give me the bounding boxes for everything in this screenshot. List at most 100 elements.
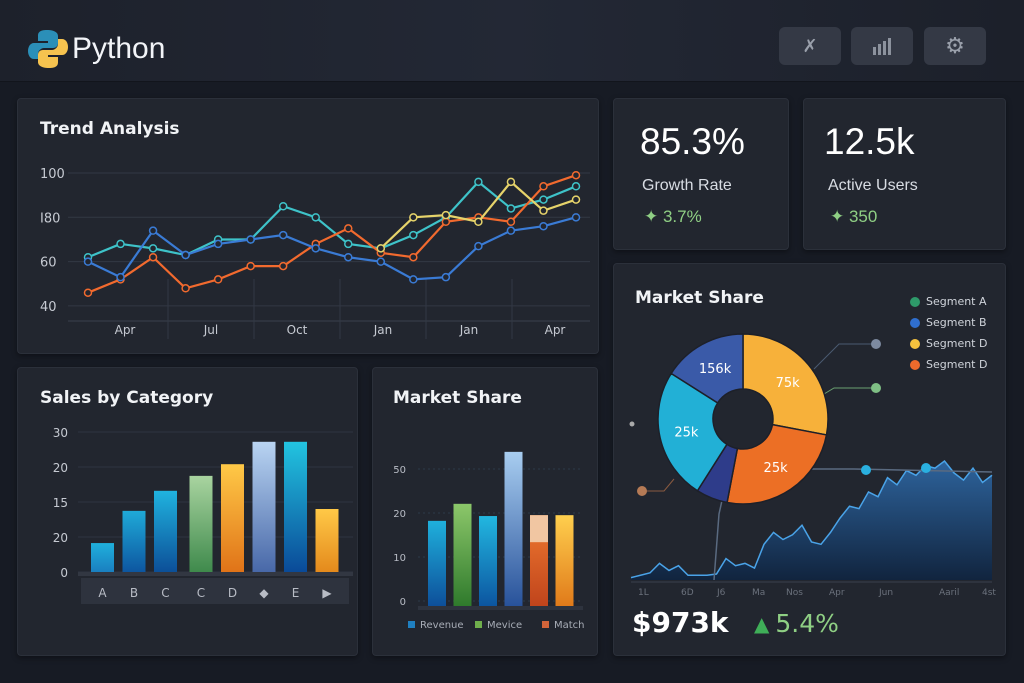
panel-title: Market Share xyxy=(393,388,522,408)
x-axis xyxy=(78,572,353,576)
app-header: Python ✗ ⚙ xyxy=(0,0,1024,82)
active-users-delta: 350 xyxy=(848,207,878,226)
bar xyxy=(428,520,446,606)
bar-chart-icon xyxy=(873,38,891,55)
data-point xyxy=(278,230,288,240)
x-tick-label: Jan xyxy=(373,323,393,337)
data-point xyxy=(278,202,288,211)
python-logo: Python xyxy=(26,27,165,71)
legend-dot xyxy=(910,296,920,307)
growth-rate-value: 85.3% xyxy=(640,121,745,162)
data-point xyxy=(148,252,158,262)
area-fill xyxy=(631,461,992,580)
bar xyxy=(122,510,146,572)
connector-line xyxy=(813,343,876,370)
growth-rate-delta: 3.7% xyxy=(662,207,702,226)
data-point xyxy=(474,241,483,251)
legend-label: Segment D xyxy=(926,358,988,371)
data-point xyxy=(278,261,288,271)
data-point xyxy=(376,257,386,266)
connector-line xyxy=(823,387,876,395)
legend-item: Segment B xyxy=(910,316,987,329)
y-tick-label: 20 xyxy=(393,509,406,520)
x-axis xyxy=(418,606,583,610)
active-users-card: 12.5k Active Users ✦ 350 xyxy=(803,98,1006,250)
bar-top-segment xyxy=(530,515,548,543)
highlight-point xyxy=(861,465,871,475)
data-point xyxy=(83,288,93,297)
series-line-teal xyxy=(87,180,577,259)
tools-button[interactable]: ✗ xyxy=(779,27,841,65)
y-tick-label: 60 xyxy=(40,256,57,271)
triangle-up-icon: ▲ xyxy=(754,612,770,636)
market-share-panel: Market Share Segment A Segment B Segment D… xyxy=(613,263,1006,656)
data-point xyxy=(311,213,320,222)
settings-button[interactable]: ⚙ xyxy=(924,27,986,65)
legend-label: Segment D xyxy=(926,337,988,350)
data-point xyxy=(148,244,158,253)
bar xyxy=(91,543,114,572)
data-point xyxy=(506,177,516,187)
data-point xyxy=(213,239,223,249)
data-point xyxy=(539,182,548,191)
data-point xyxy=(344,239,353,249)
bar xyxy=(252,441,276,572)
data-point xyxy=(571,170,581,180)
x-tick-label: J6 xyxy=(716,588,726,598)
y-tick-label: 20 xyxy=(53,461,68,475)
donut-slice xyxy=(726,423,828,505)
panel-title: Trend Analysis xyxy=(40,119,180,139)
bar-chart-button[interactable] xyxy=(851,27,913,65)
y-tick-label: 50 xyxy=(393,465,406,476)
market-share-bar-chart: 0 10 20 50 Revenue Mevice Match xyxy=(393,451,585,631)
legend-item: Segment A xyxy=(910,295,987,308)
legend-swatch xyxy=(542,621,549,628)
connector-dot xyxy=(871,339,881,349)
x-tick-label: 4st xyxy=(982,588,996,598)
data-point xyxy=(116,272,125,282)
bar xyxy=(284,441,307,572)
bar xyxy=(221,464,244,572)
total-value: $973k xyxy=(632,606,729,639)
legend-item: Segment D xyxy=(910,358,987,371)
bar xyxy=(479,516,497,606)
data-point xyxy=(474,217,483,227)
data-point xyxy=(344,252,353,262)
y-tick-label: 10 xyxy=(393,553,406,564)
active-users-label: Active Users xyxy=(828,177,918,194)
market-share-donut-chart: 1L 6D J6 Ma Nos Apr Jun Aaril 4st 75k 25k 25k 156k xyxy=(629,333,996,598)
donut-slice xyxy=(657,372,728,492)
x-tick-label: Jan xyxy=(459,323,479,337)
y-tick-label: 0 xyxy=(400,597,406,608)
connector-dot xyxy=(637,486,647,496)
legend-label: Segment A xyxy=(926,295,987,308)
data-point xyxy=(344,224,353,233)
category-label: B xyxy=(130,586,138,600)
y-tick-label: 100 xyxy=(40,167,65,182)
series-line-orange xyxy=(87,174,577,294)
legend-dot xyxy=(910,317,920,328)
y-tick-label: 40 xyxy=(40,300,57,315)
data-point xyxy=(376,244,386,253)
x-tick-label: Jul xyxy=(203,323,218,337)
python-logo-icon xyxy=(28,30,68,68)
growth-rate-label: Growth Rate xyxy=(642,177,732,194)
data-point xyxy=(246,235,255,244)
data-point xyxy=(311,244,320,253)
data-point xyxy=(571,195,581,204)
x-tick-label: Apr xyxy=(545,323,566,337)
y-tick-label: I80 xyxy=(40,211,60,226)
app-title: Python xyxy=(72,32,166,65)
panel-title: Market Share xyxy=(635,288,764,308)
up-arrow-icon: ✦ xyxy=(644,207,663,226)
data-point xyxy=(539,221,548,231)
data-point xyxy=(181,250,190,260)
sales-bar-chart: 30 20 15 20 0 A B C C D ◆ E ▶ xyxy=(53,426,353,604)
x-tick-label: 1L xyxy=(638,588,649,598)
category-label: C xyxy=(197,586,205,600)
slice-label: 25k xyxy=(764,461,789,476)
data-point xyxy=(409,252,418,262)
legend-label: Mevice xyxy=(487,620,522,631)
data-point xyxy=(181,284,190,293)
x-tick-label: Ma xyxy=(752,588,765,598)
